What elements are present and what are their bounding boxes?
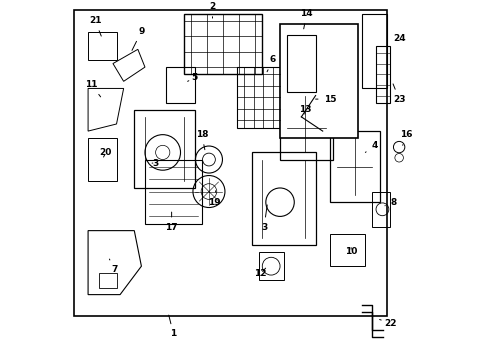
Text: 16: 16 [399,130,412,145]
Bar [74,10,386,316]
Text: 18: 18 [195,130,208,150]
Text: 21: 21 [89,17,101,36]
Text: 10: 10 [344,247,357,256]
Text: 4: 4 [365,141,377,152]
Text: 17: 17 [165,212,178,231]
Text: 7: 7 [109,259,118,274]
Text: 6: 6 [266,55,276,72]
Text: 3: 3 [152,159,159,168]
Text: 3: 3 [261,205,266,231]
Text: 14: 14 [300,9,312,29]
Bar [280,24,358,138]
Text: 11: 11 [85,80,101,97]
Text: 8: 8 [384,198,396,207]
Text: 23: 23 [392,84,405,104]
Text: 19: 19 [207,191,220,207]
Text: 20: 20 [100,148,112,157]
Text: 13: 13 [298,105,310,114]
Text: 15: 15 [315,95,335,104]
Bar [99,273,116,288]
Text: 1: 1 [168,315,176,338]
Text: 22: 22 [379,319,396,328]
Text: 24: 24 [386,34,405,45]
Text: 12: 12 [254,268,266,278]
Text: 9: 9 [132,27,144,50]
Text: 5: 5 [187,73,198,82]
Text: 2: 2 [209,2,215,18]
